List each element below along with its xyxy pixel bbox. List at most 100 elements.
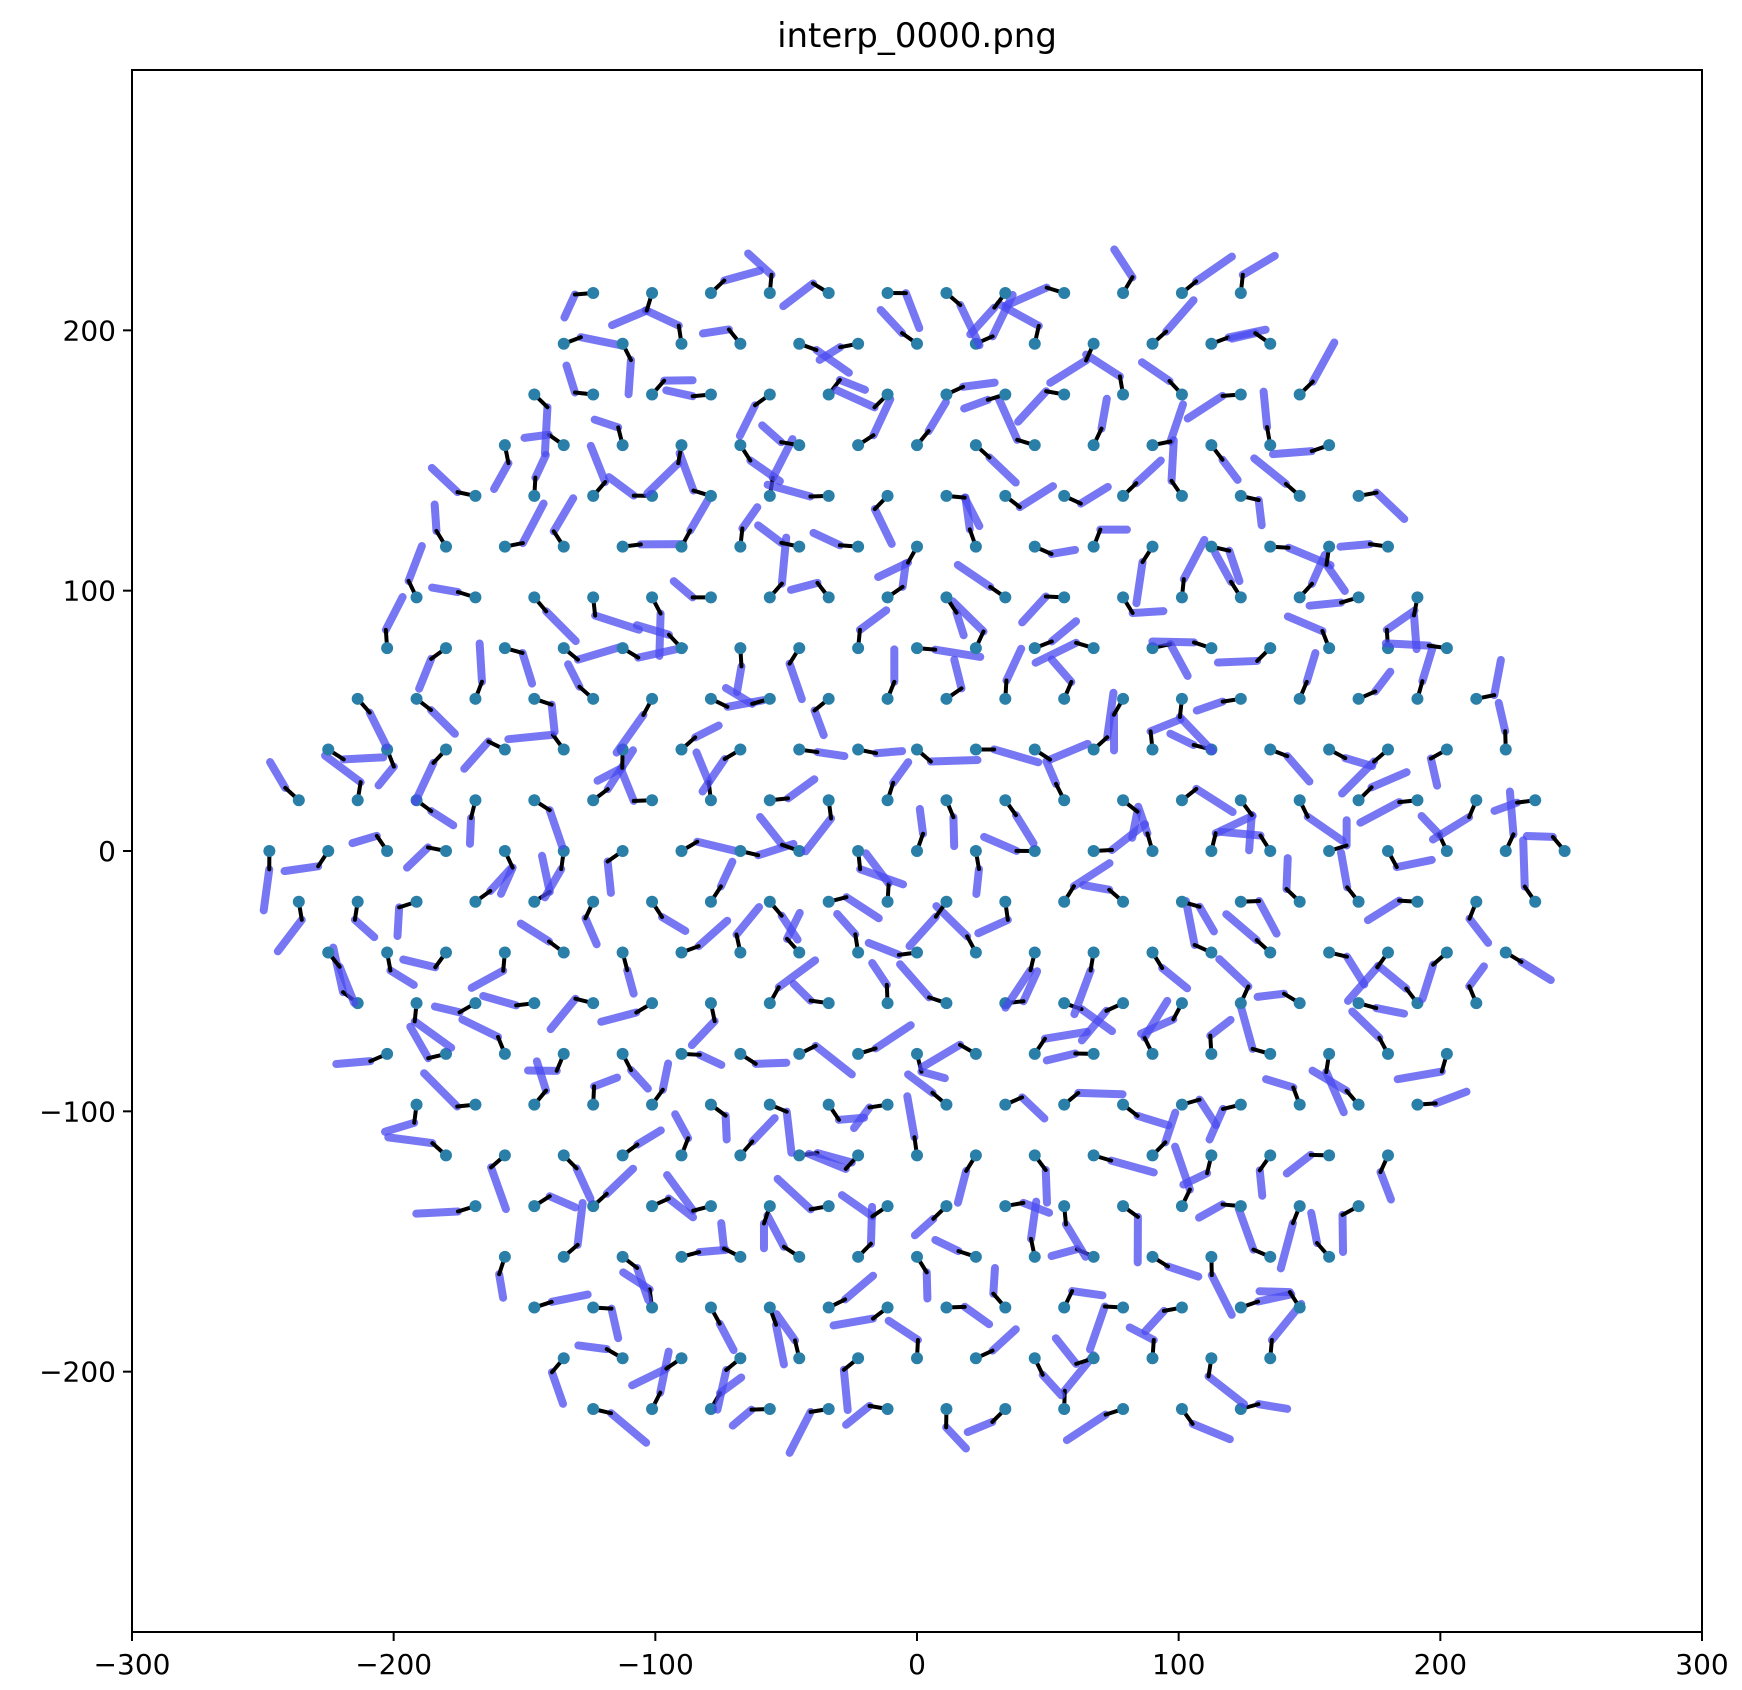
- lattice-point: [881, 286, 894, 299]
- segment: [1259, 387, 1272, 432]
- lattice-point: [1117, 794, 1130, 807]
- lattice-point: [1117, 1301, 1130, 1314]
- lattice-point: [1087, 946, 1100, 959]
- lattice-point: [1264, 439, 1277, 452]
- segment: [546, 994, 580, 1034]
- segment: [732, 903, 764, 939]
- segment: [1431, 1087, 1471, 1108]
- segment: [1269, 447, 1316, 459]
- segment: [842, 893, 883, 923]
- segment: [1110, 245, 1137, 282]
- lattice-point: [1087, 439, 1100, 452]
- segment: [1148, 637, 1198, 647]
- segment: [903, 1092, 919, 1142]
- lattice-point: [557, 743, 570, 756]
- lattice-point: [734, 1250, 747, 1263]
- segment: [1211, 549, 1236, 586]
- lattice-point: [528, 895, 541, 908]
- segment: [1031, 638, 1081, 667]
- lattice-point: [704, 489, 717, 502]
- lattice-point: [1058, 1403, 1071, 1416]
- lattice-point: [587, 794, 600, 807]
- segment: [953, 1166, 971, 1207]
- lattice-point: [616, 1149, 629, 1162]
- segment: [889, 758, 913, 787]
- lattice-point: [1352, 997, 1365, 1010]
- segment: [1070, 966, 1095, 1019]
- lattice-point: [822, 794, 835, 807]
- lattice-point: [822, 997, 835, 1010]
- segment: [560, 290, 579, 322]
- lattice-point: [1411, 591, 1424, 604]
- segment: [1195, 1095, 1221, 1129]
- lattice-point: [1175, 591, 1188, 604]
- lattice-point: [881, 1403, 894, 1416]
- lattice-point: [587, 997, 600, 1010]
- lattice-point: [616, 642, 629, 655]
- segment: [573, 1198, 587, 1249]
- lattice-point: [587, 489, 600, 502]
- segment: [782, 1107, 796, 1157]
- lattice-point: [469, 895, 482, 908]
- segment: [1490, 655, 1505, 700]
- lattice-point: [793, 337, 806, 350]
- lattice-point: [675, 439, 688, 452]
- lattice-point: [410, 1098, 423, 1111]
- lattice-point: [410, 591, 423, 604]
- segment: [720, 266, 764, 285]
- segment: [516, 919, 554, 946]
- lattice-point: [1382, 743, 1394, 756]
- lattice-point: [440, 946, 452, 959]
- lattice-point: [793, 439, 806, 452]
- segment: [406, 1022, 433, 1063]
- lattice-point: [1087, 642, 1100, 655]
- lattice-point: [999, 692, 1012, 705]
- lattice-point: [999, 794, 1012, 807]
- segment: [669, 577, 697, 602]
- segment: [641, 306, 683, 330]
- lattice-point: [498, 946, 511, 959]
- lattice-point: [1146, 439, 1159, 452]
- lattice-point: [1146, 946, 1159, 959]
- lattice-point: [1028, 743, 1041, 756]
- segment: [1372, 1004, 1409, 1018]
- segment: [774, 956, 820, 992]
- segment: [1217, 827, 1265, 840]
- segment: [576, 333, 627, 350]
- segment: [547, 1290, 592, 1306]
- lattice-point: [528, 388, 541, 401]
- segment: [772, 1320, 788, 1369]
- segment: [586, 441, 610, 487]
- lattice-point: [616, 1250, 629, 1263]
- segment: [403, 843, 433, 872]
- lattice-point: [498, 642, 511, 655]
- lattice-point: [440, 540, 452, 553]
- segment: [335, 962, 359, 1007]
- lattice-point: [1205, 540, 1218, 553]
- segment: [1276, 1219, 1297, 1273]
- lattice-point: [616, 337, 629, 350]
- segment: [623, 966, 638, 998]
- segment: [953, 560, 995, 591]
- lattice-point: [675, 1047, 688, 1060]
- lattice-point: [881, 997, 894, 1010]
- lattice-point: [852, 1149, 865, 1162]
- segment: [1146, 715, 1185, 736]
- y-tick-label: 100: [63, 575, 116, 608]
- lattice-point: [793, 946, 806, 959]
- lattice-point: [1175, 286, 1188, 299]
- lattice-point: [1264, 1352, 1277, 1365]
- lattice-point: [763, 1200, 776, 1213]
- chart-title: interp_0000.png: [777, 16, 1057, 56]
- segment: [1254, 1400, 1292, 1413]
- segment: [1338, 1210, 1348, 1256]
- lattice-point: [1175, 895, 1188, 908]
- segment: [1164, 1262, 1203, 1281]
- segment: [381, 1118, 419, 1136]
- lattice-point: [1293, 489, 1306, 502]
- segment: [1410, 611, 1421, 654]
- segment: [901, 289, 924, 333]
- segment: [1428, 813, 1474, 844]
- lattice-point: [587, 895, 600, 908]
- segment: [713, 1365, 731, 1414]
